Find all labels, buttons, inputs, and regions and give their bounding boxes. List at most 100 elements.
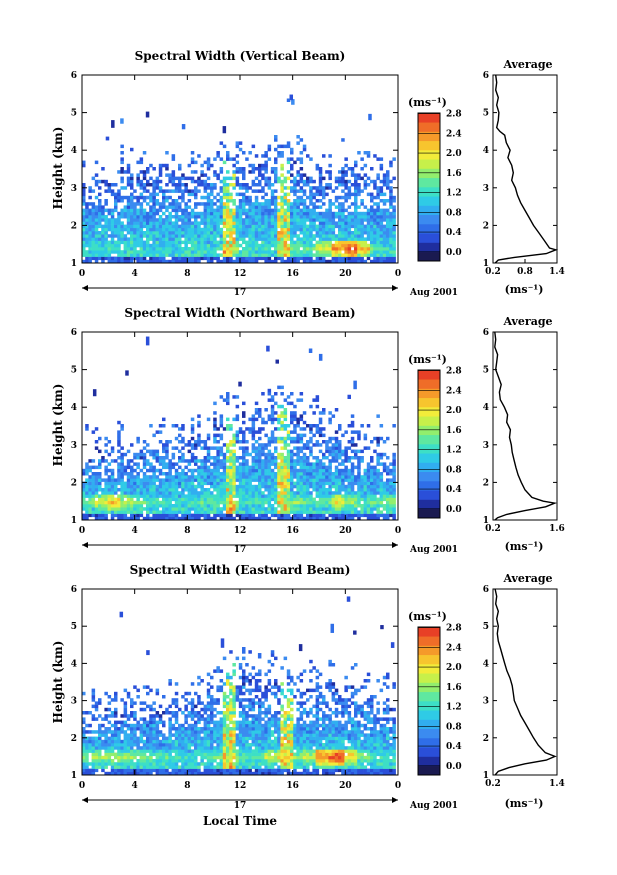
heatmap-cell: [280, 491, 284, 495]
heatmap-cell: [187, 189, 192, 193]
heatmap-cell: [216, 468, 220, 473]
heatmap-cell: [302, 420, 307, 425]
heatmap-cell: [264, 256, 268, 261]
heatmap-cell: [123, 771, 128, 776]
heatmap-cell: [107, 468, 112, 473]
heatmap-cell: [386, 240, 390, 245]
heatmap-cell: [274, 199, 278, 203]
heatmap-cell: [286, 227, 291, 232]
heatmap-cell: [216, 173, 220, 177]
heatmap-cell: [130, 192, 134, 197]
heatmap-cell: [331, 414, 336, 418]
heatmap-cell: [162, 192, 166, 197]
heatmap-cell: [162, 507, 166, 511]
heatmap-cell: [242, 183, 246, 187]
heatmap-cell: [296, 224, 300, 229]
heatmap-cell: [194, 253, 198, 257]
heatmap-cell: [328, 163, 332, 168]
heatmap-cell: [379, 211, 384, 216]
heatmap-cell: [206, 211, 211, 216]
heatmap-cell: [392, 507, 396, 511]
colorbar-swatch: [418, 242, 440, 253]
heatmap-cell: [334, 234, 339, 238]
heatmap-cell: [206, 160, 211, 165]
heatmap-cell: [226, 392, 230, 396]
heatmap-cell: [171, 243, 176, 248]
profile-xlabel: (ms⁻¹): [505, 283, 544, 296]
heatmap-cell: [123, 491, 128, 495]
heatmap-cell: [328, 186, 332, 190]
heatmap-cell: [309, 221, 313, 225]
heatmap-cell: [130, 215, 134, 219]
heatmap-cell: [286, 468, 291, 473]
colorbar-tick-label: 2.0: [446, 406, 462, 416]
heatmap-cell: [242, 176, 246, 181]
heatmap-cell: [370, 218, 374, 222]
heatmap-cell: [229, 227, 233, 232]
heatmap-cell: [232, 510, 236, 514]
heatmap-cell: [149, 247, 153, 251]
heatmap-cell: [216, 154, 220, 158]
heatmap-cell: [155, 208, 160, 213]
heatmap-cell: [229, 443, 233, 447]
heatmap-cell: [114, 510, 118, 514]
heatmap-cell: [245, 224, 249, 229]
heatmap-cell: [331, 491, 336, 495]
heatmap-cell: [302, 507, 307, 511]
heatmap-cell: [120, 452, 124, 457]
heatmap-cell: [280, 250, 284, 254]
heatmap-cell: [248, 231, 252, 235]
heatmap-cell: [155, 199, 160, 203]
heatmap-cell: [206, 215, 211, 219]
heatmap-cell: [133, 189, 137, 193]
heatmap-cell: [370, 488, 374, 492]
heatmap-cell: [296, 500, 300, 505]
heatmap-cell: [133, 462, 137, 466]
heatmap-cell: [261, 237, 265, 241]
heatmap-cell: [389, 500, 393, 505]
heatmap-cell: [379, 500, 384, 505]
heatmap-cell: [357, 468, 361, 473]
heatmap-cell: [334, 446, 339, 450]
heatmap-cell: [165, 167, 169, 171]
heatmap-cell: [290, 256, 294, 261]
heatmap-cell: [82, 720, 86, 725]
heatmap-cell: [94, 739, 99, 744]
heatmap-cell: [334, 504, 339, 508]
heatmap-cell: [306, 507, 310, 511]
heatmap-cell: [206, 208, 211, 213]
heatmap-cell: [306, 179, 310, 184]
heatmap-cell: [213, 224, 217, 229]
heatmap-cell: [389, 253, 393, 257]
heatmap-cell: [178, 516, 182, 521]
heatmap-cell: [325, 465, 329, 470]
heatmap-cell: [379, 452, 384, 457]
heatmap-cell: [350, 414, 355, 418]
heatmap-cell: [155, 452, 160, 457]
heatmap-cell: [232, 221, 236, 225]
heatmap-cell: [171, 237, 176, 241]
heatmap-cell: [123, 205, 128, 209]
heatmap-cell: [379, 481, 384, 486]
heatmap-cell: [312, 243, 316, 248]
heatmap-cell: [344, 195, 348, 200]
heatmap-cell: [264, 208, 268, 213]
heatmap-cell: [318, 468, 323, 473]
heatmap-cell: [123, 259, 128, 264]
heatmap-cell: [133, 488, 137, 492]
heatmap-cell: [334, 186, 339, 190]
heatmap-cell: [382, 215, 387, 219]
heatmap-cell: [226, 401, 230, 406]
heatmap-cell: [386, 237, 390, 241]
colorbar-swatch: [418, 159, 440, 169]
heatmap-cell: [251, 478, 256, 482]
heatmap-cell: [242, 433, 246, 438]
heatmap-cell: [245, 478, 249, 482]
heatmap-cell: [334, 468, 339, 473]
heatmap-cell: [261, 500, 265, 505]
heatmap-cell: [283, 497, 288, 502]
heatmap-cell: [114, 691, 118, 696]
heatmap-cell: [296, 227, 300, 232]
heatmap-cell: [203, 510, 208, 514]
heatmap-cell: [261, 507, 265, 511]
